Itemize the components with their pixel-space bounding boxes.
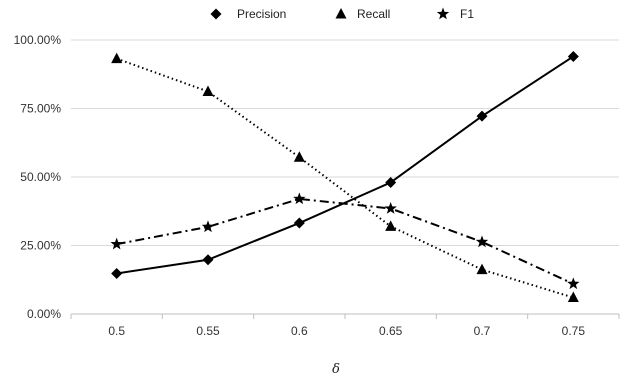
axis-layer: 0.00% 25.00% 50.00% 75.00% 100.00% 0.5 0.55 0.6… bbox=[14, 33, 620, 338]
series-line-recall bbox=[116, 57, 574, 299]
data-point-precision bbox=[293, 217, 305, 229]
legend-item-recall: Recall bbox=[335, 7, 390, 21]
series-layer bbox=[110, 50, 580, 303]
y-tick-label: 100.00% bbox=[14, 33, 62, 47]
data-point-recall bbox=[476, 263, 488, 275]
data-point-f1 bbox=[110, 237, 123, 250]
x-tick-label: 0.55 bbox=[196, 324, 220, 338]
data-point-precision bbox=[111, 267, 123, 279]
data-point-recall bbox=[385, 220, 397, 231]
y-tick-label: 0.00% bbox=[27, 307, 61, 321]
legend-label-f1: F1 bbox=[460, 7, 474, 21]
grid-layer bbox=[71, 39, 619, 246]
y-tick-label: 75.00% bbox=[20, 102, 61, 116]
x-tick-label: 0.7 bbox=[474, 324, 491, 338]
data-point-f1 bbox=[293, 192, 306, 205]
data-point-recall bbox=[293, 151, 305, 162]
data-point-recall bbox=[567, 291, 579, 303]
series-line-precision bbox=[116, 55, 574, 275]
x-tick-label: 0.5 bbox=[108, 324, 125, 338]
legend: Precision Recall F1 bbox=[210, 7, 474, 21]
data-point-precision bbox=[567, 50, 579, 62]
data-point-recall bbox=[111, 52, 123, 64]
legend-marker-precision bbox=[210, 8, 222, 20]
data-point-f1 bbox=[201, 220, 215, 233]
series-precision bbox=[111, 50, 579, 279]
data-point-precision bbox=[202, 254, 214, 266]
data-point-precision bbox=[476, 110, 488, 122]
series-f1 bbox=[110, 192, 580, 290]
series-recall bbox=[111, 52, 579, 303]
legend-marker-recall bbox=[335, 8, 347, 19]
data-point-f1 bbox=[384, 202, 397, 214]
legend-item-precision: Precision bbox=[210, 7, 286, 21]
legend-label-recall: Recall bbox=[357, 7, 390, 21]
data-point-f1 bbox=[475, 235, 489, 248]
x-tick-label: 0.75 bbox=[562, 324, 586, 338]
data-point-recall bbox=[202, 85, 214, 97]
legend-item-f1: F1 bbox=[436, 7, 474, 21]
legend-marker-f1 bbox=[436, 7, 450, 20]
x-tick-label: 0.65 bbox=[379, 324, 403, 338]
series-line-f1 bbox=[116, 197, 574, 285]
legend-label-precision: Precision bbox=[237, 7, 286, 21]
x-axis-title: δ bbox=[332, 362, 340, 377]
x-tick-label: 0.6 bbox=[291, 324, 308, 338]
data-point-f1 bbox=[567, 277, 580, 290]
y-tick-label: 50.00% bbox=[20, 170, 61, 184]
data-point-precision bbox=[385, 176, 397, 188]
y-tick-label: 25.00% bbox=[20, 239, 61, 253]
